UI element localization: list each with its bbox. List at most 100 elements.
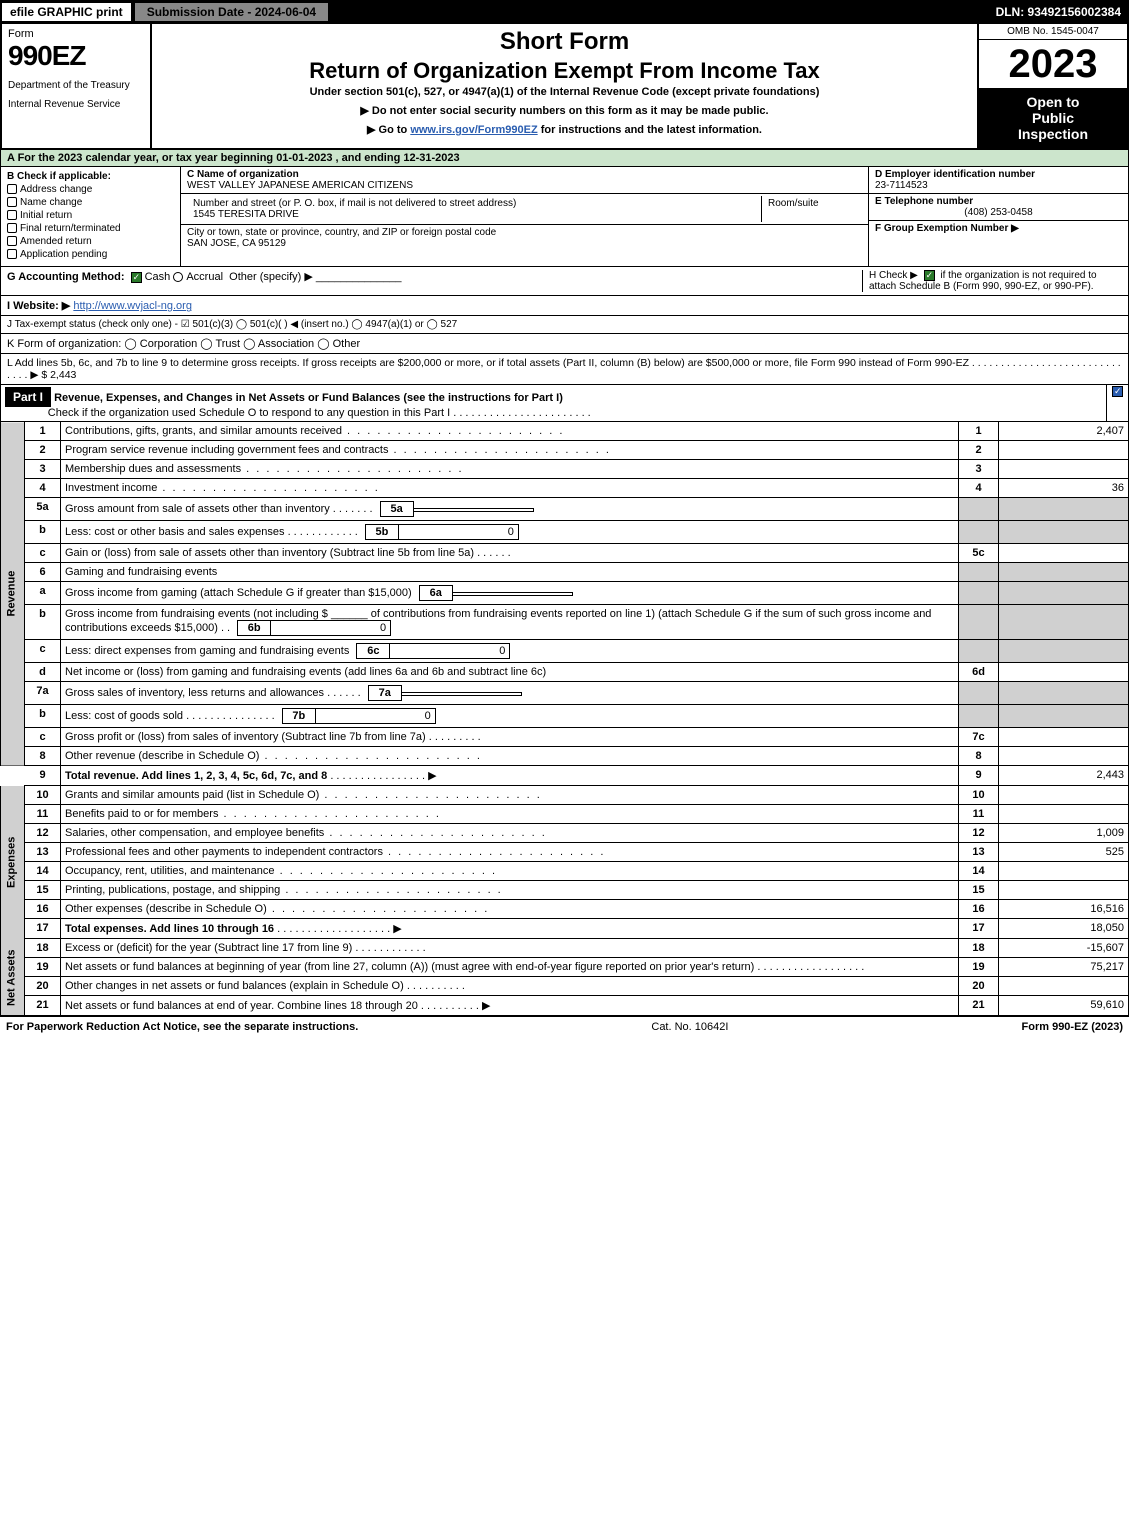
section-e: E Telephone number (408) 253-0458 [869, 194, 1128, 221]
chk-label: Amended return [20, 236, 92, 247]
form-header: Form 990EZ Department of the Treasury In… [0, 24, 1129, 150]
g-label: G Accounting Method: [7, 271, 125, 283]
a [999, 881, 1129, 900]
ln: 19 [25, 958, 61, 977]
ln: 2 [25, 441, 61, 460]
form-label: Form [8, 28, 144, 40]
part1-chk[interactable] [1106, 385, 1128, 421]
page-footer: For Paperwork Reduction Act Notice, see … [0, 1016, 1129, 1037]
c: 2 [959, 441, 999, 460]
c: 15 [959, 881, 999, 900]
row-g-h: G Accounting Method: Cash Accrual Other … [0, 267, 1129, 296]
sb: 6a [419, 585, 453, 601]
line-15: 15Printing, publications, postage, and s… [1, 881, 1129, 900]
chk-label: Initial return [20, 210, 72, 221]
a [999, 441, 1129, 460]
c: 7c [959, 728, 999, 747]
efile-print-label[interactable]: efile GRAPHIC print [0, 1, 133, 23]
d: Net assets or fund balances at end of ye… [65, 1000, 418, 1012]
irs-link[interactable]: www.irs.gov/Form990EZ [410, 124, 537, 136]
ln: b [25, 605, 61, 640]
d1: Gross income from fundraising events (no… [65, 608, 328, 620]
section-l: L Add lines 5b, 6c, and 7b to line 9 to … [0, 354, 1129, 385]
a [999, 786, 1129, 805]
sb: 7a [368, 685, 402, 701]
d: Occupancy, rent, utilities, and maintena… [65, 865, 275, 877]
ln: 18 [25, 939, 61, 958]
line-18: Net Assets 18Excess or (deficit) for the… [1, 939, 1129, 958]
footer-mid: Cat. No. 10642I [358, 1021, 1021, 1033]
ln: d [25, 663, 61, 682]
sb: 6b [237, 620, 271, 636]
chk-address-change[interactable]: Address change [7, 184, 174, 195]
d: Program service revenue including govern… [65, 444, 388, 456]
chk-h[interactable] [924, 270, 935, 281]
other-label: Other (specify) ▶ [229, 271, 313, 283]
c: 6d [959, 663, 999, 682]
d-label: D Employer identification number [875, 169, 1122, 180]
a [999, 728, 1129, 747]
city-label: City or town, state or province, country… [187, 227, 862, 238]
section-b: B Check if applicable: Address change Na… [1, 167, 181, 266]
section-h: H Check ▶ if the organization is not req… [862, 270, 1122, 292]
d: Other changes in net assets or fund bala… [65, 980, 404, 992]
ssn-warning: ▶ Do not enter social security numbers o… [160, 104, 969, 117]
line-9: 9Total revenue. Add lines 1, 2, 3, 4, 5c… [1, 766, 1129, 786]
street-label: Number and street (or P. O. box, if mail… [193, 198, 755, 209]
d: Total expenses. Add lines 10 through 16 [65, 923, 274, 935]
sb: 7b [282, 708, 316, 724]
chk-amended-return[interactable]: Amended return [7, 236, 174, 247]
open3: Inspection [983, 126, 1123, 142]
a: 36 [999, 479, 1129, 498]
c: 14 [959, 862, 999, 881]
line-13: 13Professional fees and other payments t… [1, 843, 1129, 862]
footer-left: For Paperwork Reduction Act Notice, see … [6, 1021, 358, 1033]
c: 8 [959, 747, 999, 766]
d: Gross income from gaming (attach Schedul… [65, 587, 412, 599]
street-row: Number and street (or P. O. box, if mail… [181, 194, 868, 225]
line-6: 6Gaming and fundraising events [1, 563, 1129, 582]
chk-accrual[interactable] [173, 272, 183, 282]
c: 10 [959, 786, 999, 805]
chk-app-pending[interactable]: Application pending [7, 249, 174, 260]
side-netassets: Net Assets [1, 939, 25, 1016]
a: -15,607 [999, 939, 1129, 958]
a: 525 [999, 843, 1129, 862]
c [959, 582, 999, 605]
l-amount: 2,443 [50, 369, 76, 381]
c: 5c [959, 544, 999, 563]
a: 2,407 [999, 422, 1129, 441]
a: 16,516 [999, 900, 1129, 919]
c: 9 [959, 766, 999, 786]
chk-final-return[interactable]: Final return/terminated [7, 223, 174, 234]
section-a: A For the 2023 calendar year, or tax yea… [0, 150, 1129, 167]
sv [453, 592, 573, 596]
d: Gross amount from sale of assets other t… [65, 503, 330, 515]
website-link[interactable]: http://www.wvjacl-ng.org [73, 300, 192, 312]
c [959, 682, 999, 705]
line-4: 4Investment income436 [1, 479, 1129, 498]
chk-name-change[interactable]: Name change [7, 197, 174, 208]
footer-right: Form 990-EZ (2023) [1022, 1021, 1123, 1033]
open1: Open to [983, 94, 1123, 110]
ln: 11 [25, 805, 61, 824]
a: 59,610 [999, 996, 1129, 1016]
side-revenue: Revenue [1, 422, 25, 766]
header-left: Form 990EZ Department of the Treasury In… [2, 24, 152, 148]
omb-number: OMB No. 1545-0047 [979, 24, 1127, 40]
goto-post: for instructions and the latest informat… [538, 124, 762, 136]
d: Gross profit or (loss) from sales of inv… [65, 731, 426, 743]
ln: 21 [25, 996, 61, 1016]
part1-title: Revenue, Expenses, and Changes in Net As… [54, 392, 563, 404]
part1-label: Part I [5, 387, 51, 407]
ln: 16 [25, 900, 61, 919]
chk-initial-return[interactable]: Initial return [7, 210, 174, 221]
d: Professional fees and other payments to … [65, 846, 383, 858]
a [999, 582, 1129, 605]
goto-line: ▶ Go to www.irs.gov/Form990EZ for instru… [160, 123, 969, 136]
a [999, 805, 1129, 824]
a: 75,217 [999, 958, 1129, 977]
d: Less: cost or other basis and sales expe… [65, 526, 285, 538]
chk-cash[interactable] [131, 272, 142, 283]
a [999, 521, 1129, 544]
